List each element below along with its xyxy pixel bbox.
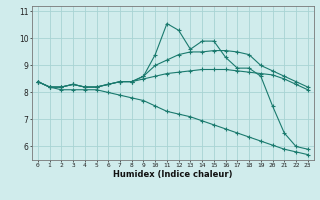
X-axis label: Humidex (Indice chaleur): Humidex (Indice chaleur) xyxy=(113,170,233,179)
